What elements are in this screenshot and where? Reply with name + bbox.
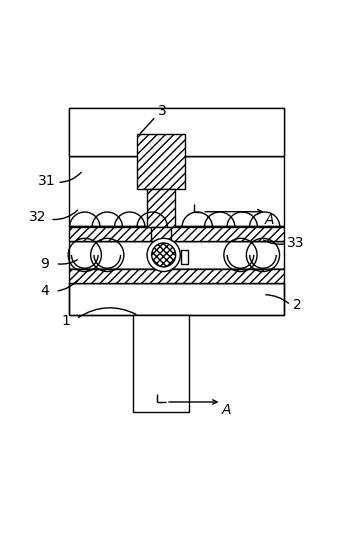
Text: 33: 33: [287, 236, 304, 250]
Circle shape: [152, 243, 176, 267]
Text: 32: 32: [29, 210, 47, 224]
Bar: [69, 241, 284, 269]
Text: 2: 2: [293, 298, 302, 312]
Bar: [151, 227, 171, 241]
Bar: [69, 108, 284, 156]
Bar: [137, 134, 185, 189]
Bar: [69, 227, 284, 241]
Bar: [147, 189, 175, 227]
Bar: [69, 156, 284, 226]
Text: 31: 31: [38, 174, 55, 188]
Text: 9: 9: [40, 256, 49, 270]
Text: A: A: [265, 213, 275, 227]
Bar: [69, 108, 284, 156]
Text: 1: 1: [61, 314, 70, 328]
Text: 3: 3: [158, 104, 167, 118]
Bar: [69, 269, 284, 282]
Bar: [181, 250, 188, 263]
Bar: [69, 282, 284, 315]
Text: A: A: [222, 403, 231, 417]
Circle shape: [147, 239, 180, 272]
Bar: [133, 315, 189, 412]
Text: 4: 4: [40, 284, 49, 298]
